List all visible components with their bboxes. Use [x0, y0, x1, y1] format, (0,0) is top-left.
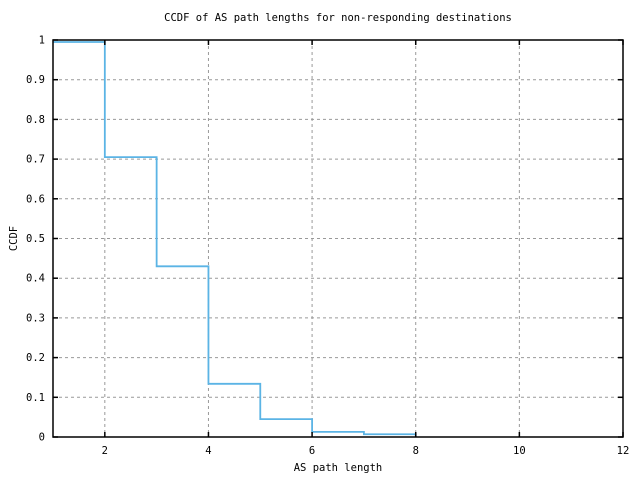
- x-tick-label: 12: [617, 445, 630, 457]
- ccdf-step-line: [53, 41, 417, 437]
- axis-ticks: [53, 39, 624, 438]
- ccdf-series-path: [53, 41, 417, 437]
- chart-title: CCDF of AS path lengths for non-respondi…: [164, 12, 512, 24]
- y-tick-label: 0.8: [26, 114, 45, 126]
- grid-lines: [53, 40, 623, 437]
- y-tick-label: 0.5: [26, 233, 45, 245]
- y-tick-label: 0.2: [26, 352, 45, 364]
- axis-tick-labels: 2 4 6 8 10 12 0 0.1 0.2 0.3 0.4 0.5 0.6 0.7 0.8 0.9 1: [26, 35, 629, 458]
- y-tick-label: 0.7: [26, 154, 45, 166]
- y-tick-label: 1: [39, 35, 45, 47]
- y-tick-label: 0: [39, 432, 45, 444]
- x-tick-label: 8: [413, 445, 419, 457]
- x-tick-label: 4: [205, 445, 211, 457]
- x-tick-label: 10: [513, 445, 526, 457]
- y-tick-label: 0.6: [26, 193, 45, 205]
- y-tick-label: 0.3: [26, 312, 45, 324]
- y-tick-label: 0.1: [26, 392, 45, 404]
- x-axis-label: AS path length: [294, 462, 383, 474]
- y-axis-label: CCDF: [8, 226, 20, 251]
- y-tick-label: 0.9: [26, 74, 45, 86]
- y-tick-label: 0.4: [26, 273, 45, 285]
- x-tick-label: 2: [102, 445, 108, 457]
- x-tick-label: 6: [309, 445, 315, 457]
